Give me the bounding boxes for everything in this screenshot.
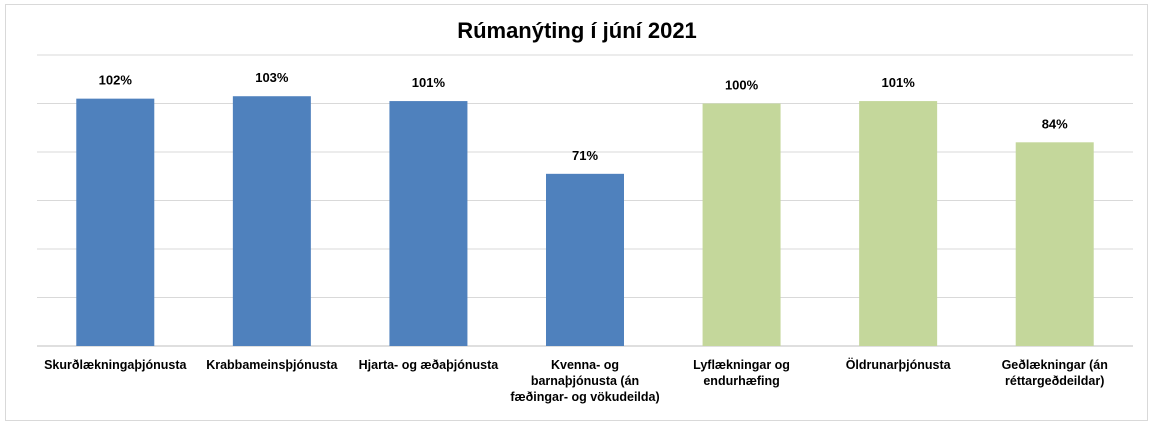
data-label: 100% [725, 78, 759, 93]
chart-title: Rúmanýting í júní 2021 [457, 18, 697, 43]
category-label: Hjarta- og æðaþjónusta [358, 358, 499, 372]
data-label: 71% [572, 148, 598, 163]
bar [76, 98, 155, 347]
bar [546, 173, 624, 346]
category-label: Krabbameinsþjónusta [206, 358, 338, 372]
category-label: Kvenna- og barnaþjónusta (án fæðingar- o… [510, 358, 660, 404]
category-label: Lyflækningar og endurhæfing [693, 358, 790, 388]
data-label: 102% [99, 73, 133, 88]
bar [859, 101, 938, 346]
category-label: Skurðlækningaþjónusta [44, 358, 187, 372]
category-label: Öldrunarþjónusta [845, 358, 951, 372]
bar [702, 103, 781, 346]
bar [389, 101, 468, 346]
category-label: Geðlækningar (án réttargeðdeildar) [1001, 358, 1108, 388]
data-label: 101% [882, 75, 916, 90]
bar [232, 96, 311, 346]
bar [1015, 142, 1094, 346]
data-label: 103% [255, 70, 289, 85]
data-label: 101% [412, 75, 446, 90]
data-label: 84% [1042, 116, 1068, 131]
